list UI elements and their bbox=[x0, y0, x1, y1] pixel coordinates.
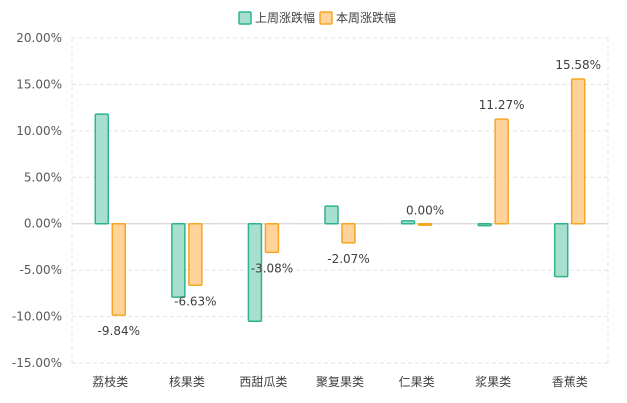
x-category-label: 荔枝类 bbox=[92, 374, 128, 389]
bar-last-week bbox=[553, 222, 569, 278]
legend-this-week-swatch bbox=[319, 11, 333, 25]
y-tick-label: -10.00% bbox=[12, 310, 62, 324]
x-category-label: 西甜瓜类 bbox=[239, 375, 287, 389]
data-label: -9.84% bbox=[98, 324, 140, 338]
x-category-label: 浆果类 bbox=[475, 374, 511, 389]
y-tick-label: 20.00% bbox=[16, 31, 62, 45]
x-category-label: 仁果类 bbox=[399, 375, 435, 389]
y-tick-label: 0.00% bbox=[24, 217, 62, 231]
data-label: 15.58% bbox=[555, 58, 601, 72]
bar-this-week bbox=[341, 222, 356, 244]
y-tick-label: -15.00% bbox=[12, 356, 62, 370]
bar-this-week bbox=[417, 222, 433, 226]
legend-this-week-label: 本周涨跌幅 bbox=[336, 10, 396, 25]
bar-last-week bbox=[400, 220, 416, 225]
y-tick-label: 5.00% bbox=[24, 170, 62, 184]
bar-this-week bbox=[264, 222, 280, 254]
bar-this-week bbox=[494, 118, 509, 225]
y-tick-label: -5.00% bbox=[20, 263, 62, 277]
legend-last-week-swatch bbox=[238, 11, 252, 25]
data-label: -2.07% bbox=[327, 252, 369, 266]
legend-last-week-label: 上周涨跌幅 bbox=[255, 10, 315, 25]
bar-last-week bbox=[477, 222, 492, 227]
data-label: -6.63% bbox=[174, 294, 216, 308]
bar-last-week bbox=[94, 113, 110, 225]
data-label: 11.27% bbox=[479, 98, 525, 112]
y-tick-label: 15.00% bbox=[16, 77, 62, 91]
x-category-label: 聚复果类 bbox=[316, 375, 364, 389]
bar-this-week bbox=[188, 222, 203, 287]
x-category-label: 核果类 bbox=[169, 375, 205, 389]
bar-last-week bbox=[171, 222, 186, 298]
data-label: -3.08% bbox=[251, 261, 293, 275]
data-label: 0.00% bbox=[406, 204, 444, 218]
y-tick-label: 10.00% bbox=[16, 124, 62, 138]
bar-this-week bbox=[570, 78, 586, 225]
bar-last-week bbox=[247, 222, 263, 322]
bar-this-week bbox=[111, 222, 127, 316]
bar-last-week bbox=[324, 205, 339, 225]
x-category-label: 香蕉类 bbox=[552, 375, 588, 389]
